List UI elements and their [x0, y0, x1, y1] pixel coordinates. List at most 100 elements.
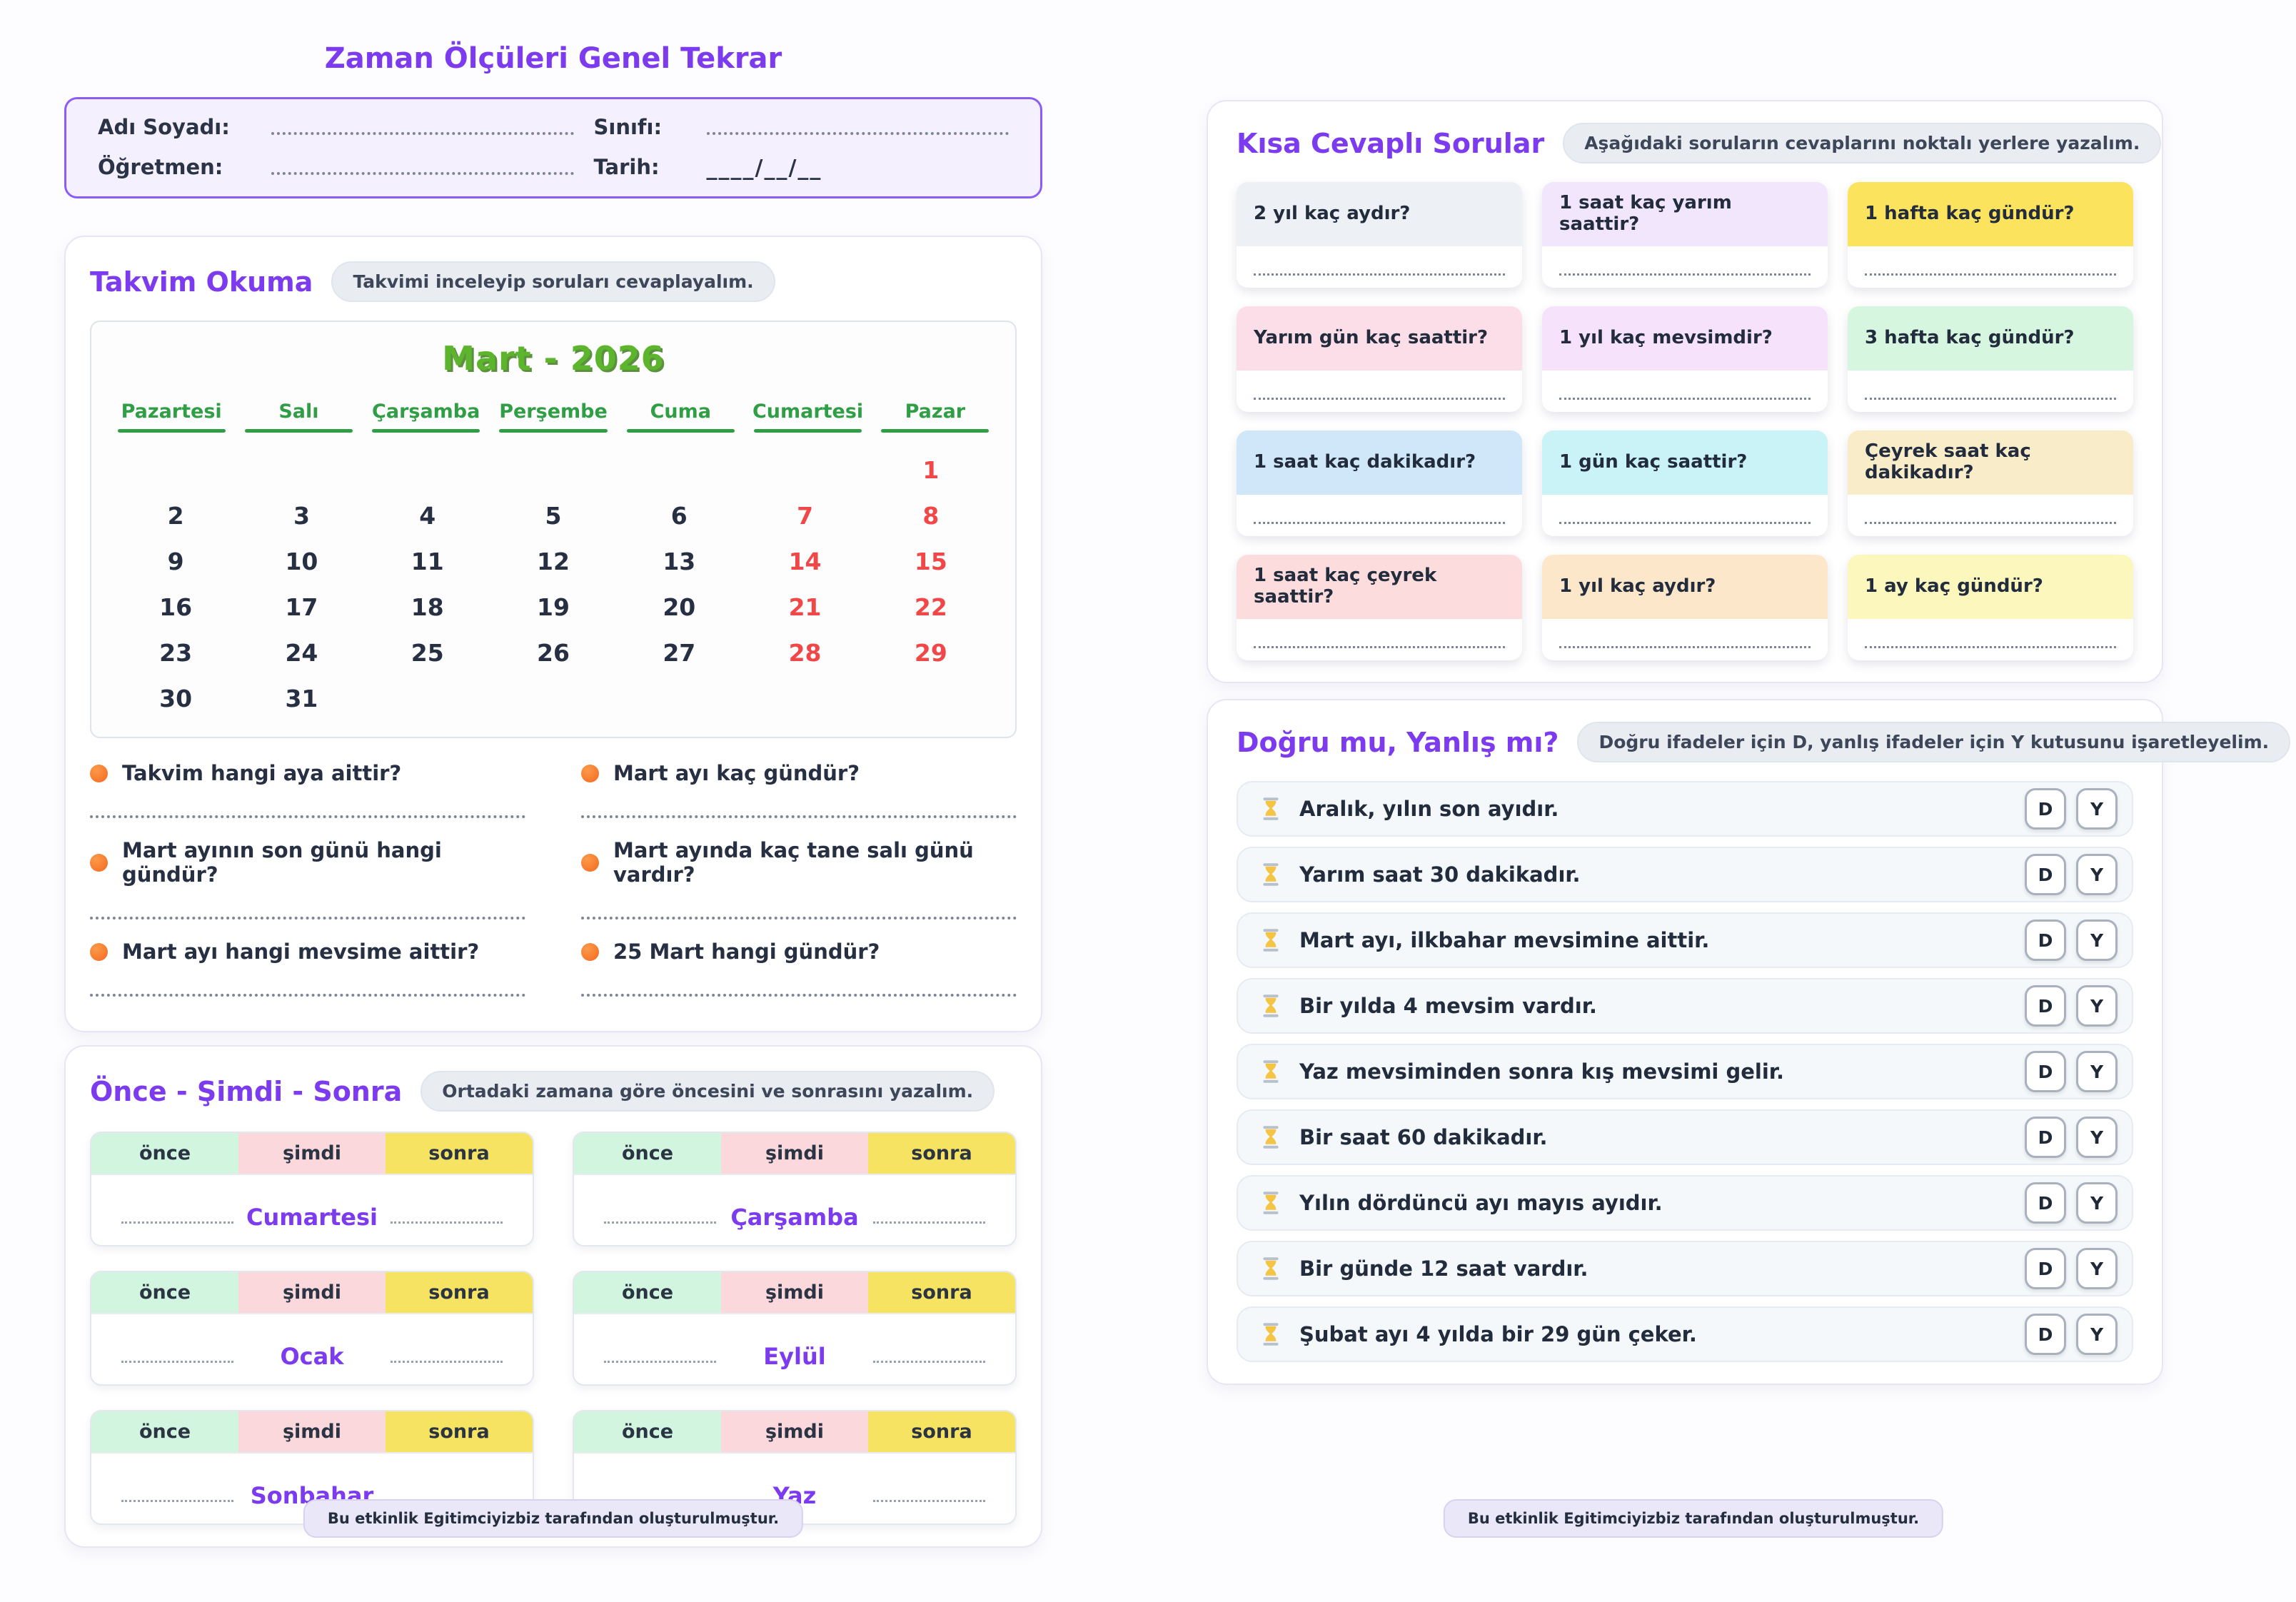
- answer-line[interactable]: [1559, 273, 1811, 276]
- date-cell: 6: [670, 501, 688, 530]
- before-now-after-section: Önce - Şimdi - Sonra Ortadaki zamana gör…: [64, 1045, 1042, 1548]
- false-checkbox[interactable]: Y: [2076, 920, 2118, 961]
- before-answer-line[interactable]: [604, 1221, 716, 1224]
- date-cell: 29: [914, 638, 947, 667]
- false-checkbox[interactable]: Y: [2076, 1182, 2118, 1224]
- false-checkbox[interactable]: Y: [2076, 1314, 2118, 1355]
- true-checkbox[interactable]: D: [2025, 1117, 2066, 1158]
- answer-area: [1848, 619, 2133, 660]
- answer-line[interactable]: [90, 815, 525, 818]
- bullet-icon: [90, 853, 108, 872]
- question-header: Çeyrek saat kaç dakikadır?: [1848, 430, 2133, 495]
- before-header: önce: [91, 1133, 238, 1174]
- date-cell: 17: [285, 593, 318, 621]
- sequence-card: önce şimdi sonra Ocak: [90, 1271, 534, 1386]
- answer-line[interactable]: [90, 994, 525, 997]
- false-checkbox[interactable]: Y: [2076, 788, 2118, 830]
- before-answer-line[interactable]: [121, 1221, 233, 1224]
- answer-line[interactable]: [581, 994, 1017, 997]
- answer-line[interactable]: [1254, 522, 1505, 524]
- false-checkbox[interactable]: Y: [2076, 985, 2118, 1027]
- name-answer-line[interactable]: [271, 132, 574, 135]
- hourglass-icon: [1263, 929, 1279, 952]
- day-name: Salı: [240, 400, 357, 433]
- after-header: sonra: [386, 1133, 533, 1174]
- before-answer-line[interactable]: [121, 1500, 233, 1502]
- question-text: 3 hafta kaç gündür?: [1865, 327, 2075, 349]
- answer-line[interactable]: [1254, 646, 1505, 648]
- answer-line[interactable]: [1559, 646, 1811, 648]
- teacher-answer-line[interactable]: [271, 172, 574, 175]
- date-cell: 19: [537, 593, 570, 621]
- false-checkbox[interactable]: Y: [2076, 1051, 2118, 1092]
- date-blank[interactable]: ____/__/__: [706, 156, 822, 181]
- section-hint-true-false: Doğru ifadeler için D, yanlış ifadeler i…: [1577, 722, 2291, 762]
- false-checkbox[interactable]: Y: [2076, 1117, 2118, 1158]
- answer-area: [1542, 495, 1828, 536]
- question-card: 1 ay kaç gündür?: [1848, 555, 2133, 660]
- true-checkbox[interactable]: D: [2025, 1248, 2066, 1289]
- true-checkbox[interactable]: D: [2025, 985, 2066, 1027]
- credit-badge: Bu etkinlik Egitimciyizbiz tarafından ol…: [303, 1499, 804, 1538]
- date-cell: 21: [788, 593, 822, 621]
- before-answer-line[interactable]: [121, 1361, 233, 1363]
- answer-line[interactable]: [581, 917, 1017, 920]
- section-title-calendar: Takvim Okuma: [90, 266, 313, 298]
- true-checkbox[interactable]: D: [2025, 1051, 2066, 1092]
- question-text: 1 yıl kaç aydır?: [1559, 575, 1716, 598]
- true-false-list: Aralık, yılın son ayıdır. D Y Yarım saat…: [1237, 781, 2133, 1362]
- answer-line[interactable]: [1559, 398, 1811, 400]
- question-text: Mart ayının son günü hangi gündür?: [122, 838, 442, 887]
- before-answer-line[interactable]: [604, 1361, 716, 1363]
- name-label: Adı Soyadı:: [98, 115, 230, 139]
- question-header: 1 saat kaç yarım saattir?: [1542, 182, 1828, 246]
- bullet-icon: [581, 942, 599, 961]
- true-checkbox[interactable]: D: [2025, 1314, 2066, 1355]
- answer-line[interactable]: [1254, 398, 1505, 400]
- question-card: 1 yıl kaç aydır?: [1542, 555, 1828, 660]
- answer-line[interactable]: [1865, 398, 2116, 400]
- question-item: Takvim hangi aya aittir?: [90, 761, 525, 818]
- answer-area: [1848, 371, 2133, 412]
- after-answer-line[interactable]: [391, 1361, 503, 1363]
- after-answer-line[interactable]: [391, 1221, 503, 1224]
- date-cell: 9: [167, 547, 184, 575]
- answer-line[interactable]: [1254, 273, 1505, 276]
- date-cell: 4: [419, 501, 436, 530]
- answer-area: [1237, 371, 1522, 412]
- sequence-card: önce şimdi sonra Cumartesi: [90, 1132, 534, 1246]
- after-answer-line[interactable]: [873, 1361, 985, 1363]
- answer-line[interactable]: [1559, 522, 1811, 524]
- statement-row: Mart ayı, ilkbahar mevsimine aittir. D Y: [1237, 912, 2133, 968]
- question-header: Yarım gün kaç saattir?: [1237, 306, 1522, 371]
- after-answer-line[interactable]: [873, 1221, 985, 1224]
- true-checkbox[interactable]: D: [2025, 788, 2066, 830]
- question-card: 1 yıl kaç mevsimdir?: [1542, 306, 1828, 412]
- after-answer-line[interactable]: [873, 1500, 985, 1502]
- after-header: sonra: [868, 1411, 1015, 1452]
- sequence-card: önce şimdi sonra Eylül: [573, 1271, 1017, 1386]
- question-text: 1 saat kaç çeyrek saattir?: [1254, 565, 1437, 608]
- true-checkbox[interactable]: D: [2025, 1182, 2066, 1224]
- date-cell: 31: [285, 684, 318, 712]
- true-checkbox[interactable]: D: [2025, 854, 2066, 895]
- true-checkbox[interactable]: D: [2025, 920, 2066, 961]
- date-cell: 26: [537, 638, 570, 667]
- date-cell: 16: [159, 593, 193, 621]
- calendar-day-names: Pazartesi Salı Çarşamba Perşembe Cuma Cu…: [113, 400, 994, 433]
- answer-line[interactable]: [1865, 646, 2116, 648]
- false-checkbox[interactable]: Y: [2076, 854, 2118, 895]
- answer-line[interactable]: [581, 815, 1017, 818]
- statement-text: Şubat ayı 4 yılda bir 29 gün çeker.: [1299, 1322, 1697, 1346]
- date-cell: 14: [788, 547, 822, 575]
- question-header: 1 saat kaç çeyrek saattir?: [1237, 555, 1522, 619]
- section-hint-calendar: Takvimi inceleyip soruları cevaplayalım.: [331, 261, 775, 302]
- answer-line[interactable]: [1865, 522, 2116, 524]
- answer-line[interactable]: [90, 917, 525, 920]
- answer-line[interactable]: [1865, 273, 2116, 276]
- false-checkbox[interactable]: Y: [2076, 1248, 2118, 1289]
- date-cell: 18: [411, 593, 444, 621]
- calendar-questions: Takvim hangi aya aittir? Mart ayı kaç gü…: [90, 761, 1017, 1017]
- class-answer-line[interactable]: [706, 132, 1009, 135]
- calendar: Mart - 2026 Pazartesi Salı Çarşamba Perş…: [90, 321, 1017, 738]
